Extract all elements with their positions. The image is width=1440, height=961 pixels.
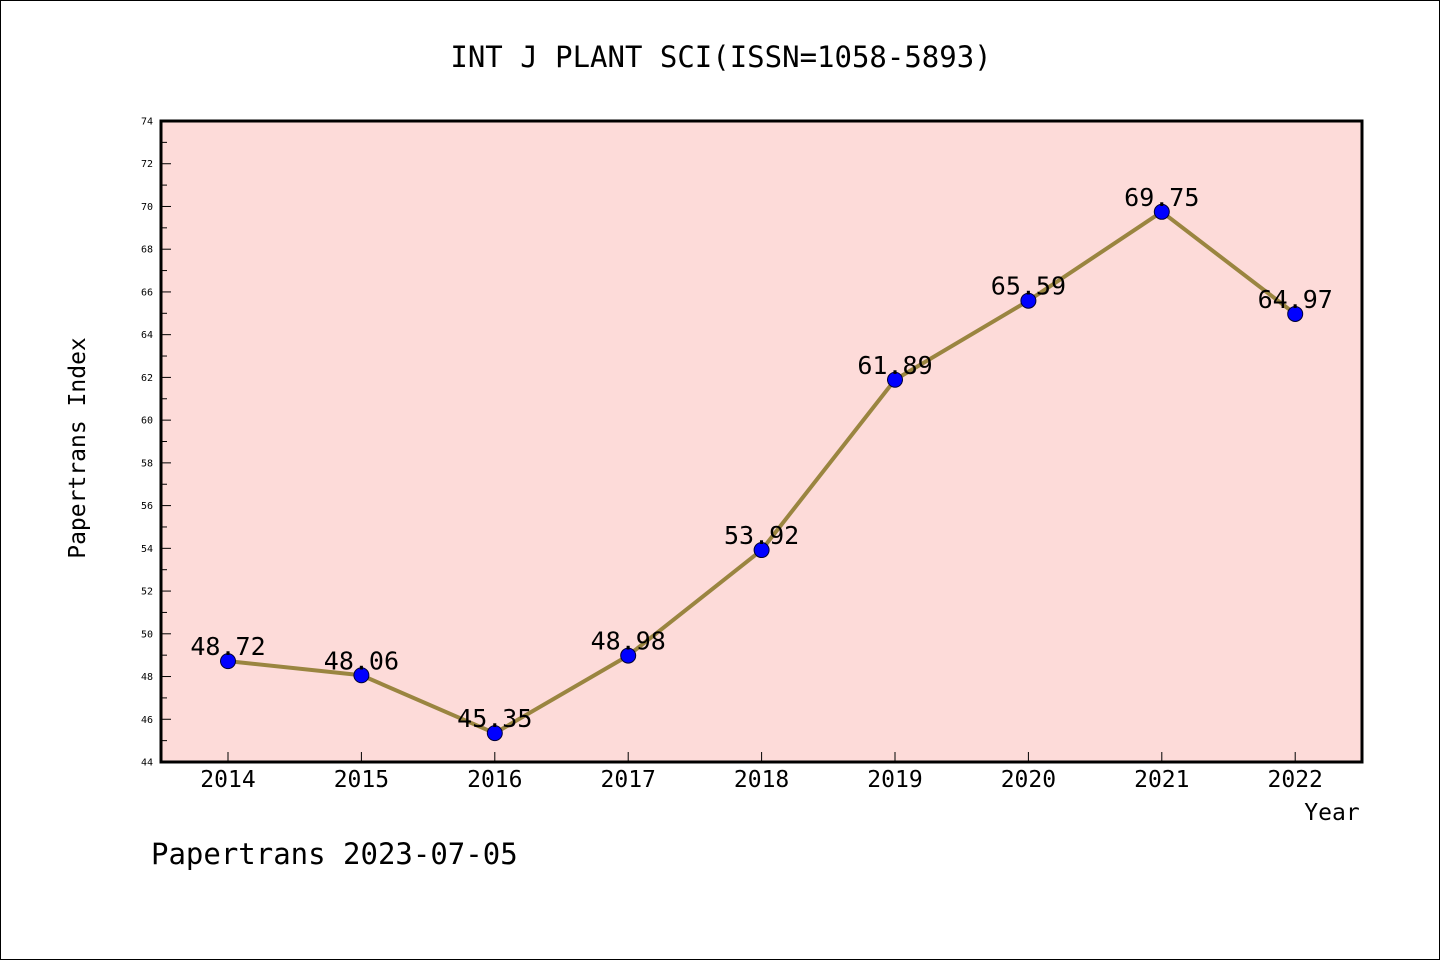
data-point <box>1153 203 1170 220</box>
x-tick-label: 2022 <box>1268 767 1323 793</box>
y-tick-label: 46 <box>141 715 153 726</box>
data-point <box>887 371 903 388</box>
x-tick-label: 2014 <box>200 767 255 793</box>
data-label: 69.75 <box>1124 183 1199 212</box>
y-tick-label: 56 <box>141 501 153 512</box>
plot-area <box>159 119 1364 764</box>
x-tick-label: 2017 <box>601 767 656 793</box>
x-tick-label: 2019 <box>867 767 922 793</box>
y-tick-label: 58 <box>141 458 153 469</box>
y-axis: 44 46 48 50 52 54 56 58 60 62 64 66 68 70 72 74 <box>141 117 171 769</box>
data-point <box>486 725 503 742</box>
data-series: 48.72 48.06 45.35 48.98 53.92 61.89 65.59 69.75… <box>190 183 1333 742</box>
y-tick-label: 70 <box>141 202 153 213</box>
chart-title: INT J PLANT SCI(ISSN=1058-5893) <box>450 40 991 74</box>
y-tick-label: 74 <box>141 117 153 128</box>
y-tick-label: 52 <box>141 587 153 598</box>
x-tick-label: 2016 <box>467 767 522 793</box>
y-tick-label: 64 <box>141 330 153 341</box>
x-axis: 2014 2015 2016 2017 2018 2019 2020 2021 2022 <box>200 752 1323 793</box>
data-label: 65.59 <box>991 272 1066 301</box>
data-label: 48.72 <box>190 632 265 661</box>
data-label: 48.06 <box>324 646 399 675</box>
x-tick-label: 2018 <box>734 767 789 793</box>
data-point <box>353 667 370 684</box>
data-label: 45.35 <box>457 704 532 733</box>
data-label: 64.97 <box>1258 285 1333 314</box>
y-tick-label: 50 <box>141 629 153 640</box>
x-tick-label: 2015 <box>334 767 389 793</box>
y-tick-label: 44 <box>141 758 153 769</box>
y-tick-label: 68 <box>141 245 153 256</box>
data-point <box>220 653 236 670</box>
x-tick-label: 2020 <box>1001 767 1056 793</box>
data-point <box>620 647 637 664</box>
y-axis-label: Papertrans Index <box>65 337 91 559</box>
y-tick-label: 48 <box>141 672 153 683</box>
data-point <box>1287 305 1304 322</box>
data-label: 53.92 <box>724 521 799 550</box>
data-label: 48.98 <box>591 627 666 656</box>
x-axis-label: Year <box>1304 800 1359 826</box>
y-tick-label: 54 <box>141 544 153 555</box>
data-point <box>753 542 770 559</box>
y-tick-label: 62 <box>141 373 153 384</box>
data-point <box>1020 292 1037 309</box>
x-tick-label: 2021 <box>1134 767 1189 793</box>
footer-credit: Papertrans 2023-07-05 <box>151 837 518 871</box>
y-tick-label: 66 <box>141 287 153 298</box>
data-label: 61.89 <box>857 351 932 380</box>
y-tick-label: 72 <box>141 159 153 170</box>
y-tick-label: 60 <box>141 416 153 427</box>
